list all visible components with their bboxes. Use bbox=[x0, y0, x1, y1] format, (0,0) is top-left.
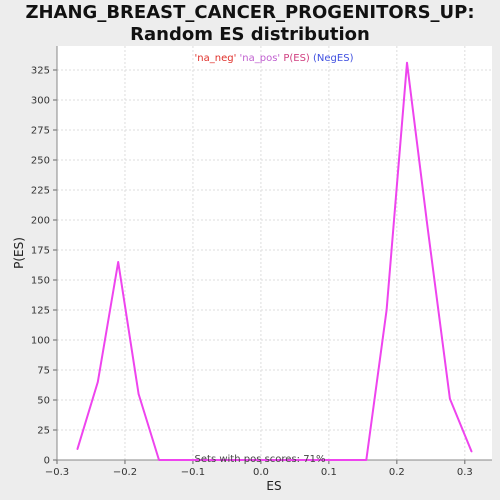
data-point bbox=[470, 450, 473, 453]
y-tick-label: 125 bbox=[31, 306, 50, 317]
data-point bbox=[260, 459, 262, 461]
x-tick-label: 0.3 bbox=[457, 467, 473, 478]
y-tick-label: 250 bbox=[31, 156, 50, 167]
x-tick-label: −0.1 bbox=[181, 467, 205, 478]
legend-entry: P(ES) bbox=[280, 53, 310, 64]
y-tick-label: 100 bbox=[31, 336, 50, 347]
data-point bbox=[198, 459, 201, 461]
x-tick-label: −0.2 bbox=[113, 467, 137, 478]
data-point bbox=[449, 398, 451, 400]
y-tick-label: 275 bbox=[31, 126, 50, 137]
y-tick-label: 25 bbox=[37, 426, 50, 437]
data-point bbox=[426, 225, 429, 227]
data-point bbox=[365, 459, 368, 461]
data-point bbox=[406, 62, 408, 64]
data-point bbox=[385, 309, 388, 311]
series-layer bbox=[76, 61, 473, 461]
y-tick-label: 0 bbox=[44, 456, 50, 467]
plot-area bbox=[57, 46, 492, 460]
y-tick-label: 50 bbox=[37, 396, 50, 407]
y-tick-label: 225 bbox=[31, 186, 50, 197]
data-point bbox=[158, 459, 160, 461]
data-point bbox=[280, 459, 283, 461]
y-tick-label: 75 bbox=[37, 366, 50, 377]
data-point bbox=[96, 381, 99, 383]
annotation: Sets with pos scores: 71% bbox=[195, 454, 326, 465]
data-point bbox=[178, 459, 181, 461]
series-line bbox=[76, 61, 473, 461]
y-tick-label: 150 bbox=[31, 276, 50, 287]
x-axis-label: ES bbox=[266, 479, 281, 493]
data-point bbox=[321, 459, 323, 461]
y-tick-label: 200 bbox=[31, 216, 50, 227]
legend-entry: 'na_pos' bbox=[236, 53, 280, 64]
data-point bbox=[137, 393, 140, 395]
legend-entry: 'na_neg' bbox=[195, 53, 237, 64]
y-axis-label: P(ES) bbox=[12, 237, 26, 269]
data-point bbox=[76, 448, 79, 451]
data-point bbox=[219, 459, 221, 461]
data-point bbox=[300, 459, 303, 461]
data-point bbox=[117, 261, 119, 263]
data-point bbox=[239, 459, 242, 461]
x-tick-label: 0.0 bbox=[253, 467, 269, 478]
legend-entry: (NegES) bbox=[310, 53, 354, 64]
y-tick-label: 300 bbox=[31, 96, 50, 107]
chart-title: ZHANG_BREAST_CANCER_PROGENITORS_UP: Rand… bbox=[25, 2, 475, 45]
x-tick-label: 0.2 bbox=[389, 467, 405, 478]
y-tick-label: 325 bbox=[31, 66, 50, 77]
data-point bbox=[341, 459, 344, 461]
x-tick-label: 0.1 bbox=[321, 467, 337, 478]
y-tick-label: 175 bbox=[31, 246, 50, 257]
x-tick-label: −0.3 bbox=[45, 467, 69, 478]
axes: 0 25 50 75 100 125 150 175 200 225 250 275 300 325 −0.… bbox=[31, 46, 492, 478]
legend-text: 'na_neg' 'na_pos' P(ES) (NegES) bbox=[195, 53, 354, 64]
